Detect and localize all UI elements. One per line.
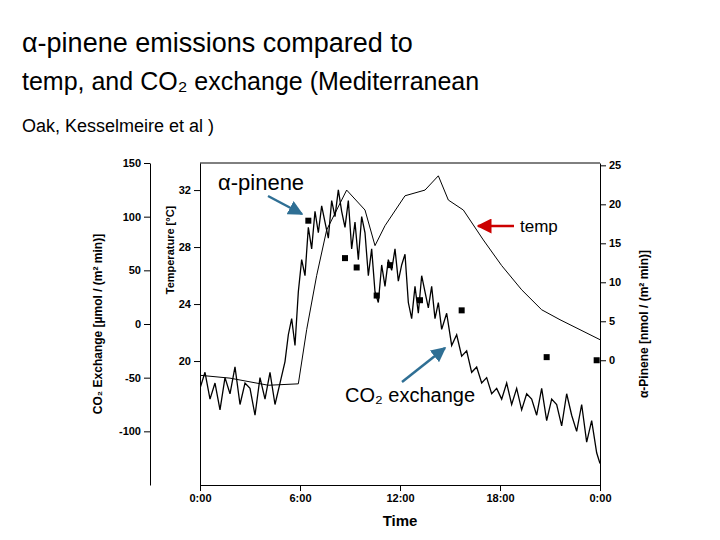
- tick-mark: [194, 247, 200, 248]
- y3-axis: 20 24 28 32: [179, 164, 201, 486]
- annotation: temp: [520, 217, 558, 236]
- annotation-arrow: [478, 225, 514, 228]
- tick: 6:00: [289, 485, 311, 504]
- tick-label: 0: [135, 318, 141, 330]
- annotation-arrow: [402, 348, 445, 382]
- tick-mark: [144, 431, 150, 432]
- tick-label: 15: [609, 237, 621, 249]
- series-line: [200, 190, 600, 464]
- tick-label: 20: [609, 198, 621, 210]
- tick-mark: [144, 163, 150, 164]
- tick-mark: [600, 485, 601, 491]
- tick: 15: [600, 237, 621, 249]
- tick-label: -100: [119, 425, 141, 437]
- tick-mark: [600, 165, 606, 166]
- tick-mark: [600, 282, 606, 283]
- y3-axis-title: Temperature [°C]: [164, 205, 176, 294]
- tick-mark: [194, 304, 200, 305]
- tick: 150: [123, 157, 150, 169]
- marker: [374, 293, 380, 299]
- marker: [305, 218, 311, 224]
- tick-label: 0:00: [189, 492, 211, 504]
- tick: 32: [179, 184, 200, 196]
- tick: 20: [600, 198, 621, 210]
- tick-label: 5: [609, 315, 615, 327]
- tick-label: 20: [179, 355, 191, 367]
- axis-line: [200, 164, 201, 486]
- axis-line: [600, 164, 601, 486]
- marker: [459, 307, 465, 313]
- tick: 0: [600, 354, 615, 366]
- annotation: CO₂ exchange: [345, 384, 475, 406]
- tick-mark: [144, 270, 150, 271]
- marker: [417, 297, 423, 303]
- chart: α-pinene emissions compared to temp, and …: [0, 0, 720, 540]
- annotation-arrow: [268, 196, 302, 214]
- tick-label: 32: [179, 184, 191, 196]
- tick-label: 0: [609, 354, 615, 366]
- tick-mark: [400, 485, 401, 491]
- tick: 18:00: [486, 485, 514, 504]
- tick-label: 0:00: [589, 492, 611, 504]
- tick-label: 24: [179, 298, 192, 310]
- tick-label: 10: [609, 276, 621, 288]
- tick-label: 25: [609, 159, 621, 171]
- tick: 10: [600, 276, 621, 288]
- tick-label: -50: [125, 372, 141, 384]
- y2-axis-title: α-Pinene [nmol / (m² min)]: [637, 250, 651, 398]
- axis-line: [150, 164, 151, 486]
- title: Oak, Kesselmeire et al ): [22, 116, 214, 136]
- y-axis: -100 -50 0 50 100 150: [119, 157, 151, 485]
- y2-axis: 0 5 10 15 20 25: [600, 159, 621, 485]
- tick: 25: [600, 159, 621, 171]
- tick: 0: [135, 318, 150, 330]
- annotation: α-pinene: [218, 170, 304, 195]
- tick-mark: [144, 378, 150, 379]
- tick: 0:00: [189, 485, 211, 504]
- tick: 24: [179, 298, 200, 310]
- tick-mark: [144, 217, 150, 218]
- tick: 100: [123, 211, 150, 223]
- tick-mark: [200, 485, 201, 491]
- tick-mark: [194, 361, 200, 362]
- tick-label: 100: [123, 211, 141, 223]
- tick-label: 18:00: [486, 492, 514, 504]
- tick-mark: [500, 485, 501, 491]
- tick: 50: [129, 264, 150, 276]
- tick: 12:00: [386, 485, 414, 504]
- tick-label: 28: [179, 241, 191, 253]
- tick-label: 6:00: [289, 492, 311, 504]
- tick: 0:00: [589, 485, 611, 504]
- tick: 28: [179, 241, 200, 253]
- series-line: [200, 176, 600, 385]
- marker: [544, 354, 550, 360]
- tick-mark: [194, 190, 200, 191]
- tick-mark: [600, 243, 606, 244]
- marker: [342, 255, 348, 261]
- tick-mark: [600, 360, 606, 361]
- tick-mark: [300, 485, 301, 491]
- tick: 20: [179, 355, 200, 367]
- tick: -100: [119, 425, 150, 437]
- tick-label: 12:00: [386, 492, 414, 504]
- frame: [200, 163, 600, 164]
- tick: -50: [125, 372, 150, 384]
- tick-mark: [600, 321, 606, 322]
- tick-mark: [600, 204, 606, 205]
- y-axis-title: CO₂ Exchange [µmol / (m² min)]: [91, 234, 105, 414]
- title: temp, and CO₂ exchange (Mediterranean: [22, 67, 479, 95]
- plot-area: [200, 176, 600, 464]
- x-axis-title: Time: [383, 512, 418, 529]
- marker: [387, 262, 393, 268]
- marker: [354, 264, 360, 270]
- tick-label: 150: [123, 157, 141, 169]
- x-axis: 0:00 6:00 12:00 18:00 0:00: [189, 485, 611, 504]
- marker: [594, 357, 600, 363]
- tick: 5: [600, 315, 615, 327]
- title: α-pinene emissions compared to: [22, 28, 413, 58]
- tick-mark: [144, 324, 150, 325]
- tick-label: 50: [129, 264, 141, 276]
